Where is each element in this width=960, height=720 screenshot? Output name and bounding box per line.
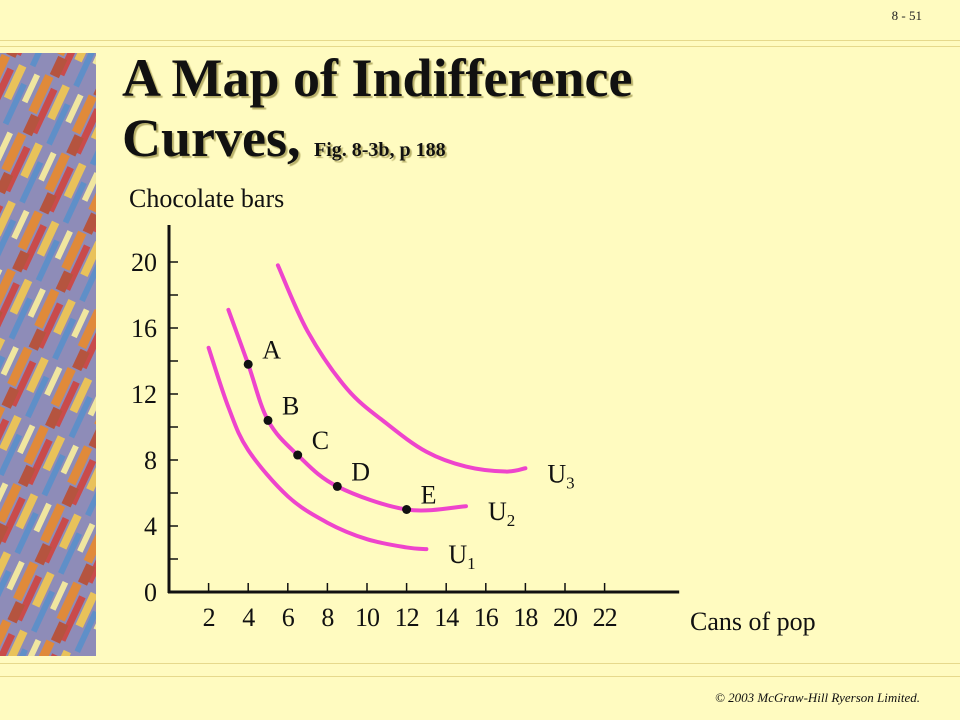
slide-number: 8 - 51 bbox=[891, 8, 922, 23]
x-tick-label: 2 bbox=[203, 603, 215, 632]
point-e-label: E bbox=[421, 481, 437, 510]
curve-label-u3: U3 bbox=[547, 459, 574, 492]
bottom-rule-2 bbox=[0, 676, 960, 677]
y-tick-label: 8 bbox=[144, 446, 157, 475]
x-tick-label: 22 bbox=[593, 603, 617, 632]
figure-reference: Fig. 8-3b, p 188 bbox=[313, 139, 446, 161]
point-a-marker bbox=[243, 359, 253, 369]
title-line-1: A Map of Indifference bbox=[122, 48, 633, 108]
indifference-curve-u3 bbox=[275, 263, 528, 474]
copyright-footer: © 2003 McGraw-Hill Ryerson Limited. bbox=[715, 690, 920, 705]
point-d-label: D bbox=[351, 457, 370, 486]
x-tick-label: 12 bbox=[395, 603, 419, 632]
curve-label-u1: U1 bbox=[448, 540, 475, 573]
x-tick-label: 4 bbox=[242, 603, 255, 632]
x-tick-label: 6 bbox=[282, 603, 295, 632]
x-axis-label: Cans of pop bbox=[690, 607, 816, 636]
point-b-label: B bbox=[282, 391, 299, 420]
point-b-marker bbox=[263, 415, 273, 425]
x-tick-label: 20 bbox=[553, 603, 578, 632]
point-e-marker bbox=[402, 505, 412, 514]
point-a-label: A bbox=[262, 335, 281, 364]
x-tick-label: 8 bbox=[321, 603, 334, 632]
point-c-marker bbox=[293, 450, 303, 460]
bottom-rule bbox=[0, 663, 960, 664]
top-rule bbox=[0, 40, 960, 41]
x-tick-label: 10 bbox=[355, 603, 380, 632]
point-c-label: C bbox=[312, 426, 329, 455]
decorative-side-image bbox=[0, 53, 96, 656]
curve-label-u2: U2 bbox=[488, 497, 515, 530]
indifference-curve-u1 bbox=[206, 345, 429, 552]
x-tick-label: 14 bbox=[434, 603, 459, 632]
title-line-2: Curves, bbox=[122, 108, 301, 168]
y-tick-label: 0 bbox=[144, 578, 157, 607]
x-tick-label: 18 bbox=[513, 603, 538, 632]
y-tick-label: 4 bbox=[144, 512, 157, 541]
y-tick-label: 20 bbox=[131, 248, 157, 277]
x-tick-label: 16 bbox=[474, 603, 499, 632]
y-tick-label: 16 bbox=[131, 314, 157, 343]
slide-title: A Map of Indifference Curves, Fig. 8-3b,… bbox=[122, 48, 632, 168]
point-d-marker bbox=[332, 481, 342, 491]
top-rule-2 bbox=[0, 46, 960, 47]
y-tick-label: 12 bbox=[131, 380, 157, 409]
y-axis-label: Chocolate bars bbox=[129, 184, 285, 213]
